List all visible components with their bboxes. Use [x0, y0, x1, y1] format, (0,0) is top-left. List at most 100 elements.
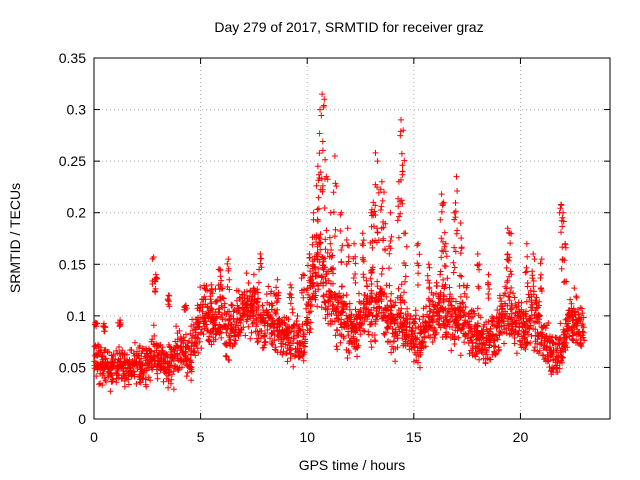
data-point [458, 326, 465, 333]
data-point [426, 280, 433, 286]
data-point [296, 354, 303, 360]
data-point [268, 306, 275, 313]
data-point [446, 284, 453, 291]
data-point [317, 231, 324, 238]
data-point [207, 300, 214, 307]
data-point [548, 367, 555, 374]
data-point [159, 344, 166, 351]
data-point [413, 312, 419, 319]
data-point [562, 347, 569, 354]
data-point [169, 371, 175, 378]
data-point [462, 313, 469, 320]
data-point [300, 294, 307, 301]
data-point [165, 384, 172, 391]
data-point [372, 149, 379, 156]
data-point [332, 226, 339, 233]
data-point [388, 233, 395, 240]
data-point [99, 353, 106, 359]
data-point [313, 182, 320, 189]
data-point [488, 335, 495, 342]
data-point [579, 310, 586, 317]
data-point [102, 356, 109, 363]
data-point [189, 339, 196, 346]
y-tick-label: 0.05 [59, 359, 86, 375]
data-point [228, 302, 235, 309]
data-point [399, 200, 406, 207]
data-point [451, 264, 458, 271]
data-point [181, 350, 188, 357]
data-point [502, 283, 509, 290]
data-point [244, 296, 251, 302]
data-point [180, 334, 187, 341]
data-point [268, 300, 275, 307]
data-point [447, 313, 454, 320]
data-point [306, 309, 313, 316]
data-point [458, 273, 465, 280]
x-tick-label: 0 [90, 429, 98, 445]
data-point [451, 341, 458, 347]
data-point [364, 283, 371, 290]
y-tick-label: 0 [78, 411, 86, 427]
data-point [432, 331, 439, 338]
data-point [245, 280, 252, 286]
data-point [559, 244, 566, 251]
data-point [204, 327, 210, 334]
data-point [574, 326, 581, 333]
data-point [372, 202, 379, 209]
data-point [426, 308, 433, 315]
data-point [125, 376, 132, 383]
data-point [531, 347, 537, 354]
data-point [99, 382, 106, 389]
data-point [380, 235, 387, 242]
data-point [380, 224, 387, 231]
data-point [581, 337, 588, 344]
data-point [558, 265, 565, 272]
data-point [555, 352, 562, 359]
data-point [557, 205, 564, 212]
data-point [348, 335, 355, 342]
data-point [114, 371, 121, 378]
data-point [283, 327, 290, 334]
data-point [338, 316, 345, 323]
data-point [511, 340, 518, 347]
data-point [404, 305, 411, 312]
data-point [368, 281, 375, 287]
data-point [344, 225, 351, 232]
data-point [137, 379, 144, 386]
data-point [374, 229, 381, 236]
data-point [475, 343, 482, 350]
data-point [388, 290, 395, 297]
data-point [459, 307, 466, 314]
data-point [457, 352, 464, 359]
data-point [302, 336, 309, 343]
data-point [508, 230, 515, 237]
data-point [371, 337, 378, 344]
data-point [350, 255, 357, 262]
data-point [249, 303, 256, 310]
data-point [367, 239, 374, 246]
data-point [216, 321, 223, 328]
data-point [523, 240, 530, 247]
data-point [304, 316, 311, 323]
data-point [136, 344, 142, 351]
data-point [186, 358, 193, 365]
data-point [440, 306, 447, 313]
data-point [94, 352, 101, 359]
data-point [229, 343, 236, 350]
chart-title: Day 279 of 2017, SRMTID for receiver gra… [214, 19, 483, 35]
data-point [500, 292, 507, 299]
data-point [459, 299, 466, 306]
data-point [390, 346, 397, 352]
data-point [263, 307, 270, 314]
data-point [452, 199, 459, 206]
data-point [145, 374, 152, 381]
data-point [369, 264, 376, 271]
data-point [195, 349, 202, 356]
data-point [399, 162, 406, 169]
data-point [531, 256, 538, 263]
data-point [465, 323, 472, 330]
data-point [204, 303, 211, 310]
data-point [307, 279, 313, 286]
data-point [453, 298, 459, 305]
data-point [506, 254, 513, 261]
